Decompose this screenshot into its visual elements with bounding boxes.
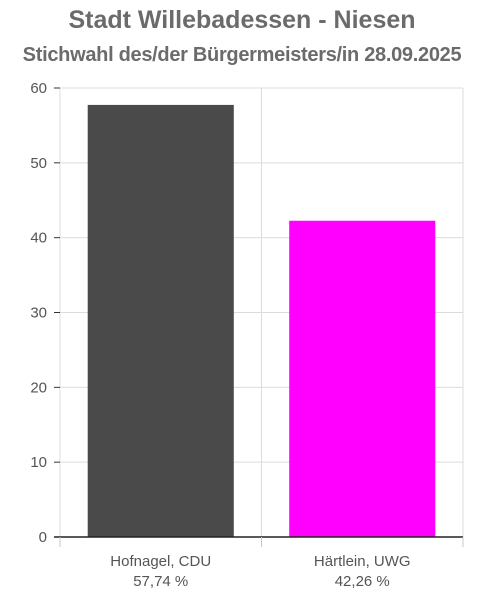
y-axis-ticks: 0 10 20 30 40 50 60	[30, 80, 60, 546]
x-category-label: Hofnagel, CDU	[110, 553, 211, 570]
y-tick-label: 20	[30, 379, 47, 396]
x-category-label: Härtlein, UWG	[314, 553, 411, 570]
y-tick-label: 50	[30, 155, 47, 172]
bars	[87, 104, 436, 538]
y-tick-label: 60	[30, 80, 47, 97]
bar-2	[289, 220, 436, 537]
y-tick-label: 10	[30, 454, 47, 471]
y-tick-label: 30	[30, 305, 47, 322]
x-value-label: 42,26 %	[335, 573, 390, 590]
x-value-label: 57,74 %	[133, 573, 188, 590]
y-tick-label: 40	[30, 230, 47, 247]
y-tick-label: 0	[39, 529, 47, 546]
chart-title: Stadt Willebadessen - Niesen	[68, 6, 416, 34]
x-axis-labels: Hofnagel, CDU 57,74 % Härtlein, UWG 42,26 %	[59, 537, 464, 590]
bar-1	[87, 104, 234, 538]
chart-subtitle: Stichwahl des/der Bürgermeisters/in 28.0…	[22, 44, 462, 66]
